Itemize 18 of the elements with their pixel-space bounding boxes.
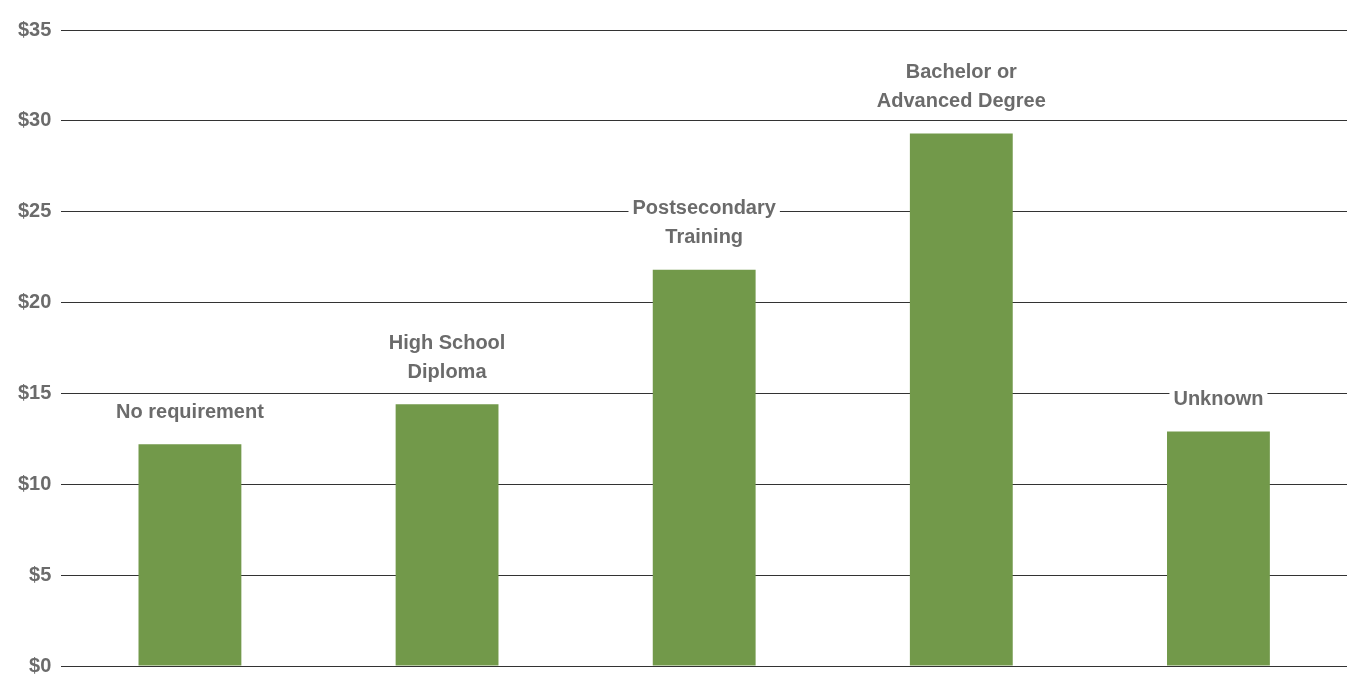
x-tick-label: High School Diploma <box>388 330 506 382</box>
x-tick-label: Unknown <box>1173 387 1264 410</box>
x-tick-label: Bachelor or Advanced Degree <box>876 60 1046 112</box>
bar <box>138 444 242 666</box>
bar <box>652 269 756 666</box>
bar <box>395 404 499 666</box>
y-tick-label: $5 <box>29 562 52 585</box>
y-tick-label: $0 <box>29 653 52 676</box>
bar <box>909 133 1013 666</box>
x-tick-label: Postsecondary Training <box>632 196 777 248</box>
y-tick-label: $15 <box>17 380 52 403</box>
x-tick-label: No requirement <box>116 399 265 422</box>
y-tick-label: $10 <box>17 471 52 494</box>
bar <box>1167 431 1270 666</box>
y-tick-label: $20 <box>17 290 52 313</box>
y-tick-label: $35 <box>17 17 52 40</box>
y-tick-label: $25 <box>17 199 52 222</box>
y-tick-label: $30 <box>17 108 52 131</box>
